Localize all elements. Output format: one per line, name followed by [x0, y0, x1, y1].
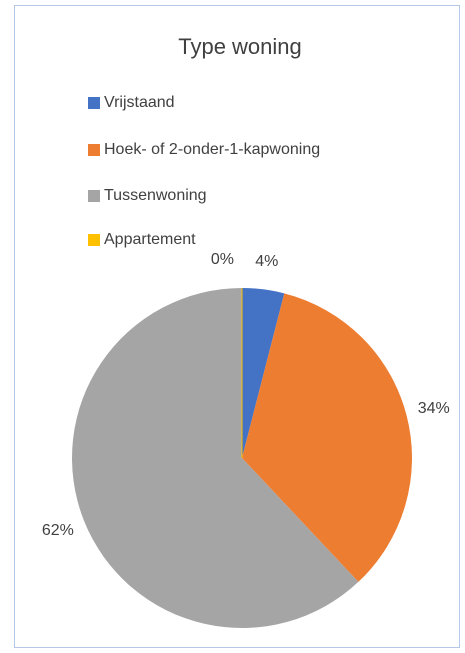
- legend-swatch: [88, 144, 100, 156]
- pie-slice: [242, 288, 285, 458]
- legend-swatch: [88, 97, 100, 109]
- data-label: 34%: [418, 400, 450, 417]
- data-label: 62%: [42, 522, 74, 539]
- legend-label: Vrijstaand: [104, 94, 175, 111]
- chart-title: Type woning: [178, 34, 302, 59]
- pie-slice: [72, 288, 359, 629]
- pie-slice: [242, 293, 413, 582]
- legend-swatch: [88, 234, 100, 246]
- data-label: 4%: [255, 253, 278, 270]
- legend-label: Hoek- of 2-onder-1-kapwoning: [104, 141, 320, 158]
- legend-label: Appartement: [104, 231, 196, 248]
- data-label: 0%: [211, 251, 234, 268]
- legend-label: Tussenwoning: [104, 187, 207, 204]
- legend-swatch: [88, 190, 100, 202]
